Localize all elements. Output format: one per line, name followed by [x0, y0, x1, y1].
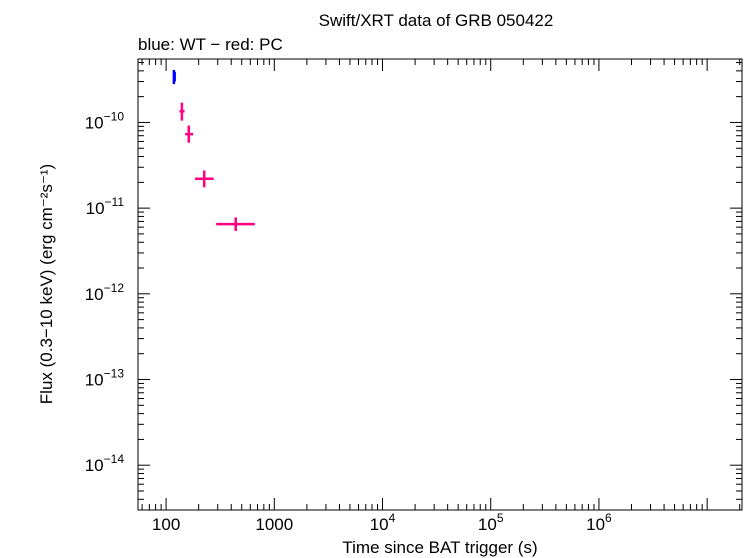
- data-point-wt: [173, 71, 176, 82]
- data-point-pc: [216, 217, 255, 232]
- data-point-pc: [185, 125, 194, 143]
- x-tick-label: 105: [478, 511, 504, 534]
- data-point-pc: [179, 102, 185, 121]
- x-tick-label: 106: [586, 511, 612, 534]
- chart-title: Swift/XRT data of GRB 050422: [319, 11, 554, 30]
- x-tick-label: 1000: [255, 515, 293, 534]
- y-tick-label: 10−13: [85, 367, 125, 390]
- y-axis-label: Flux (0.3−10 keV) (erg cm⁻²s⁻¹): [37, 164, 56, 404]
- x-tick-label: 100: [152, 515, 180, 534]
- data-point-pc: [195, 170, 214, 188]
- y-tick-label: 10−14: [85, 452, 125, 475]
- plot-frame: [137, 58, 743, 511]
- y-tick-label: 10−10: [85, 109, 125, 132]
- x-tick-label: 104: [370, 511, 396, 534]
- y-tick-label: 10−12: [85, 281, 125, 304]
- data-points: [172, 69, 255, 232]
- chart-subtitle: blue: WT − red: PC: [138, 35, 283, 54]
- x-axis-label: Time since BAT trigger (s): [342, 538, 537, 557]
- axis-tick-labels: 100 1000 104 105 106 10−10 10−11 10−12 10−13 10−1…: [85, 109, 612, 534]
- y-tick-label: 10−11: [86, 195, 125, 218]
- axis-ticks: [138, 59, 742, 511]
